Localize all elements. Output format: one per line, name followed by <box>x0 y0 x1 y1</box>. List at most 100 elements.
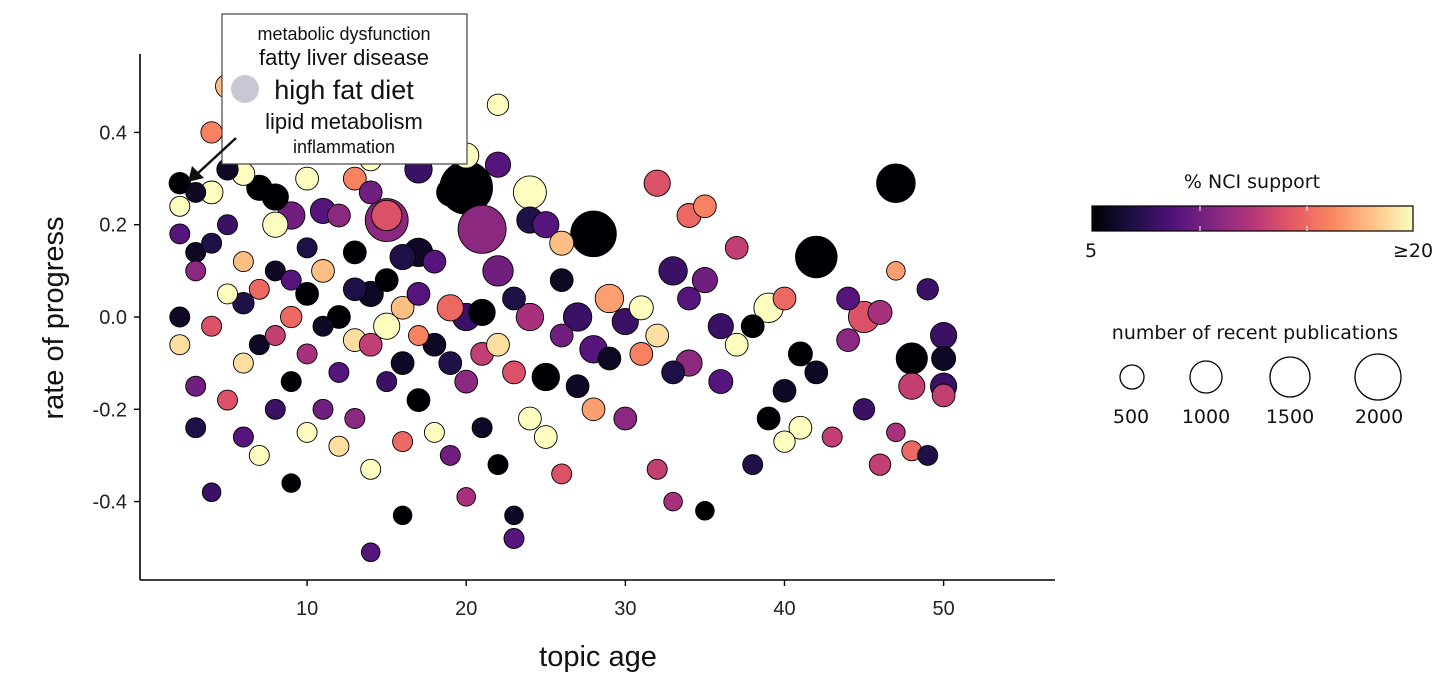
data-point <box>232 292 255 315</box>
data-point <box>457 204 507 254</box>
data-point <box>677 286 701 311</box>
data-point <box>533 425 558 449</box>
data-point <box>373 312 401 340</box>
data-point <box>724 332 749 357</box>
size-legend-circle-500 <box>1119 364 1145 390</box>
data-point <box>358 332 383 357</box>
size-legend-label-2000: 2000 <box>1355 406 1403 428</box>
data-point <box>436 294 464 322</box>
data-point <box>471 417 493 439</box>
data-point <box>423 421 445 443</box>
data-point <box>821 426 843 448</box>
size-legend-label-1000: 1000 <box>1182 406 1230 428</box>
data-point <box>344 408 366 429</box>
data-point <box>439 444 461 466</box>
data-point <box>898 372 926 400</box>
data-point <box>836 286 860 311</box>
color-legend-title: % NCI support <box>1184 171 1320 193</box>
x-tick-label: 10 <box>296 598 318 620</box>
data-point <box>408 325 429 346</box>
data-point <box>360 542 381 563</box>
annotation-box <box>221 13 468 165</box>
y-tick-label: 0.0 <box>99 307 127 329</box>
data-point <box>232 352 254 374</box>
data-point <box>217 283 238 305</box>
data-point <box>772 378 797 403</box>
annotation-line-1: metabolic dysfunction <box>257 24 430 44</box>
data-point <box>371 199 403 232</box>
data-point <box>295 166 319 191</box>
data-point <box>406 282 431 306</box>
data-point <box>886 261 906 281</box>
color-legend-bar <box>1091 205 1414 232</box>
data-point <box>280 371 302 393</box>
data-point <box>512 175 547 210</box>
data-point <box>342 166 367 191</box>
data-point <box>549 268 574 292</box>
data-point <box>693 194 717 219</box>
data-point <box>724 235 749 260</box>
size-legend-label-1500: 1500 <box>1266 406 1314 428</box>
data-point <box>264 260 286 282</box>
data-point <box>342 240 367 265</box>
data-point <box>217 214 238 236</box>
data-point <box>358 180 383 205</box>
data-point <box>515 302 545 332</box>
data-point <box>691 267 718 294</box>
data-point <box>342 277 367 302</box>
data-point <box>804 360 829 385</box>
data-point <box>504 505 524 526</box>
data-point <box>296 421 318 443</box>
data-point <box>931 346 957 371</box>
data-point <box>248 334 270 356</box>
data-point <box>389 243 416 271</box>
annotation-line-4: lipid metabolism <box>265 109 423 134</box>
data-point <box>468 298 496 326</box>
data-point <box>185 260 207 282</box>
data-point <box>613 406 638 431</box>
data-point <box>280 269 302 291</box>
annotation-line-2: fatty liver disease <box>259 45 429 70</box>
data-point <box>663 491 683 512</box>
data-point <box>217 389 238 411</box>
data-point <box>867 299 893 325</box>
data-point <box>930 321 958 350</box>
annotation-bubble <box>231 75 259 103</box>
data-point <box>502 286 526 311</box>
data-point <box>486 332 510 357</box>
annotation-line-3: high fat diet <box>274 75 414 105</box>
data-point <box>773 430 796 453</box>
annotation-arrow-shaft <box>196 137 237 175</box>
size-legend-circle-1000 <box>1189 360 1223 394</box>
data-point <box>742 454 764 476</box>
data-point <box>248 278 270 300</box>
data-point <box>185 417 207 439</box>
data-point <box>264 398 286 420</box>
data-point <box>643 169 671 197</box>
data-point <box>201 232 223 254</box>
data-point <box>695 501 715 521</box>
color-legend-max-label: ≥20 <box>1393 240 1433 262</box>
data-point <box>740 314 765 339</box>
data-point <box>185 181 207 203</box>
data-point <box>201 482 222 503</box>
data-point <box>390 351 415 375</box>
x-tick-label: 30 <box>614 598 636 620</box>
size-legend-title: number of recent publications <box>1112 322 1398 344</box>
data-point <box>836 328 860 352</box>
data-point <box>328 361 350 383</box>
data-point <box>438 351 463 375</box>
y-tick-label: -0.4 <box>93 492 127 514</box>
y-axis-ticks: -0.4 -0.2 0.0 0.2 0.4 <box>93 122 140 514</box>
data-point <box>531 362 560 392</box>
data-point <box>248 444 270 466</box>
data-point <box>422 249 447 274</box>
data-point <box>594 283 625 314</box>
data-point <box>565 374 590 399</box>
data-point <box>551 463 573 485</box>
data-point <box>296 343 318 365</box>
data-point <box>707 313 734 340</box>
data-point <box>917 444 939 466</box>
data-point <box>645 323 670 348</box>
